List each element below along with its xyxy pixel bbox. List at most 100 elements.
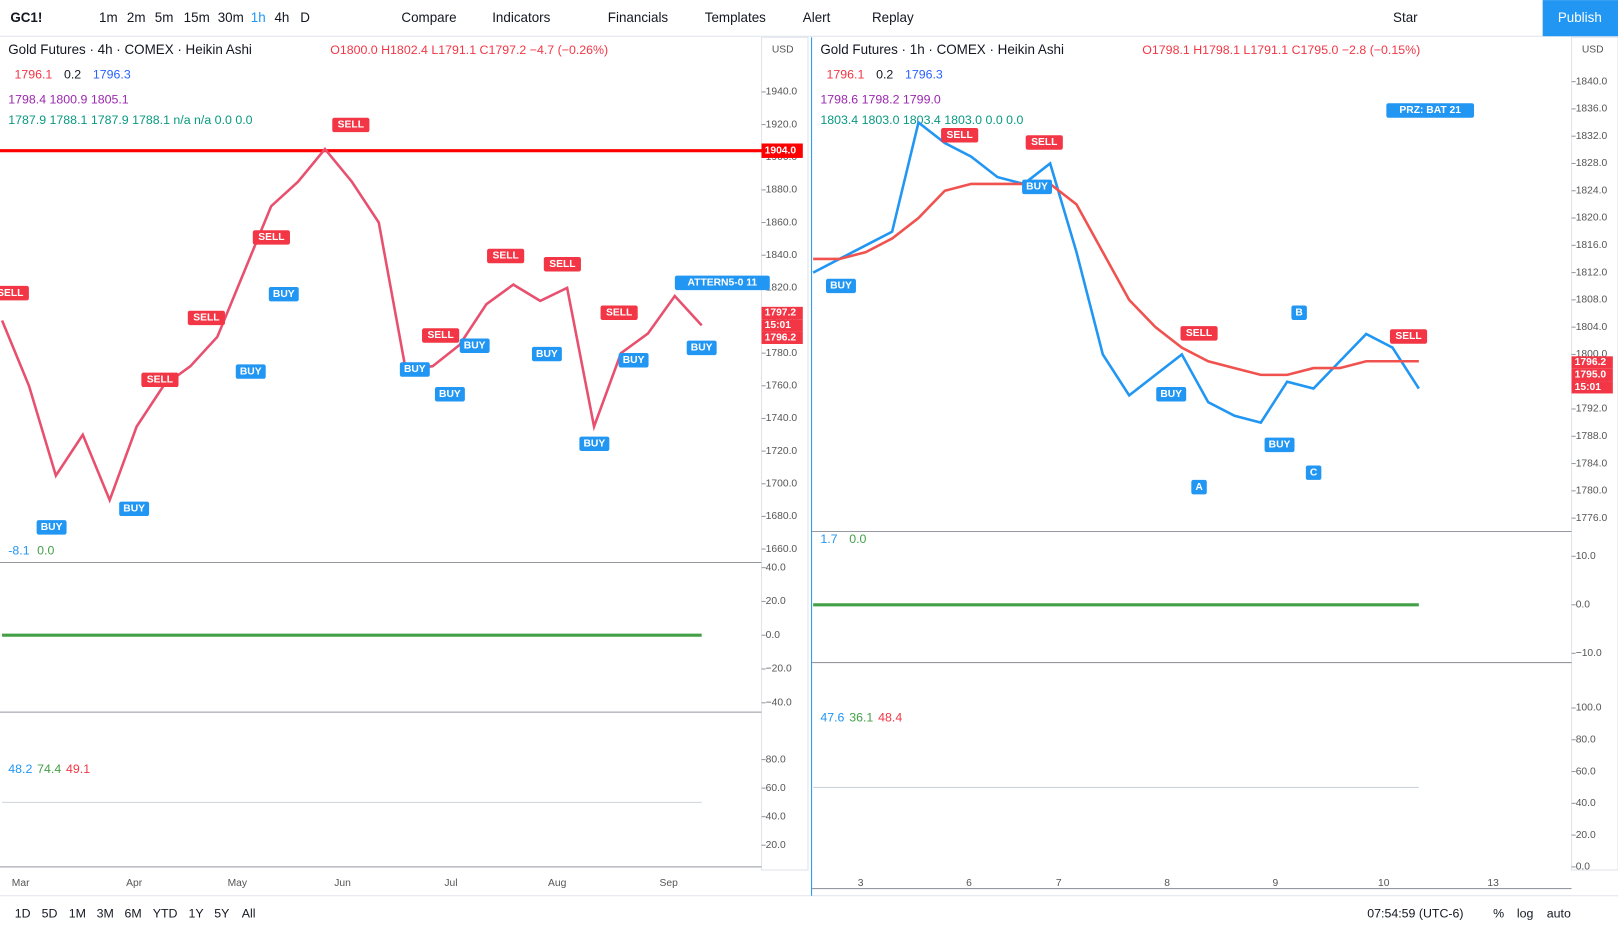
indicator-value: 36.1 bbox=[849, 711, 873, 725]
y-tick-label: 1812.0 bbox=[1576, 267, 1608, 278]
signal-label bbox=[235, 364, 266, 379]
x-tick-label: Jun bbox=[334, 878, 351, 889]
interval[interactable]: 2m bbox=[127, 10, 146, 25]
range-button[interactable]: 1M bbox=[69, 907, 86, 921]
signal-text: BUY bbox=[41, 522, 63, 533]
y-tick-label: 1740.0 bbox=[766, 413, 798, 424]
indicator-value: 74.4 bbox=[37, 762, 61, 776]
y-tick-label: 1824.0 bbox=[1576, 185, 1608, 196]
signal-text: SELL bbox=[606, 307, 632, 318]
interval[interactable]: D bbox=[300, 10, 310, 25]
legend-text: Gold Futures · 4h · COMEX · Heikin Ashi bbox=[8, 42, 252, 57]
signal-label bbox=[618, 353, 649, 368]
y-tick-label: 20.0 bbox=[766, 840, 786, 851]
level-tag bbox=[761, 143, 803, 158]
log-toggle[interactable]: log bbox=[1517, 907, 1534, 921]
interval[interactable]: 15m bbox=[184, 10, 210, 25]
signal-text: ATTERN5-0 11 bbox=[688, 278, 758, 289]
y-tick-label: −20.0 bbox=[766, 664, 792, 675]
star-button[interactable]: Star bbox=[1393, 10, 1418, 25]
signal-text: SELL bbox=[0, 288, 23, 299]
signal-label bbox=[1386, 103, 1475, 118]
signal-label bbox=[119, 501, 150, 517]
publish-button[interactable] bbox=[1542, 0, 1618, 37]
signal-label bbox=[543, 257, 581, 272]
interval[interactable]: 1h bbox=[251, 10, 266, 25]
signal-label bbox=[487, 248, 525, 264]
range-button[interactable]: 5D bbox=[42, 907, 58, 921]
signal-text: SELL bbox=[147, 375, 173, 386]
range-button[interactable]: 3M bbox=[97, 907, 114, 921]
x-tick-label: Apr bbox=[126, 878, 143, 889]
indicator-value: 0.0 bbox=[849, 532, 866, 546]
signal-text: B bbox=[1295, 307, 1302, 318]
y-tick-label: 60.0 bbox=[1576, 766, 1596, 777]
range-button[interactable]: YTD bbox=[153, 907, 178, 921]
y-tick-label: 1700.0 bbox=[766, 478, 798, 489]
signal-text: BUY bbox=[404, 364, 426, 375]
price-tag bbox=[1571, 356, 1613, 369]
x-tick-label: 10 bbox=[1378, 878, 1390, 889]
y-tick-label: 1840.0 bbox=[1576, 76, 1608, 87]
range-button[interactable]: 1D bbox=[15, 907, 31, 921]
y-tick-label: 1776.0 bbox=[1576, 513, 1608, 524]
interval[interactable]: 4h bbox=[274, 10, 289, 25]
legend-text: 1796.3 bbox=[93, 68, 131, 82]
publish-label[interactable]: Publish bbox=[1558, 10, 1602, 25]
auto-toggle[interactable]: auto bbox=[1547, 907, 1571, 921]
price-tag bbox=[1571, 381, 1613, 394]
y-tick-label: 1840.0 bbox=[766, 250, 798, 261]
y-tick-label: 20.0 bbox=[766, 596, 786, 607]
y-tick-label: 1940.0 bbox=[766, 87, 798, 98]
signal-text: BUY bbox=[1026, 182, 1048, 193]
signal-text: BUY bbox=[439, 389, 461, 400]
x-tick-label: 6 bbox=[966, 878, 972, 889]
y-tick-label: 0.0 bbox=[766, 630, 781, 641]
clock: 07:54:59 (UTC-6) bbox=[1367, 907, 1463, 921]
toolbar-button[interactable]: Replay bbox=[872, 10, 914, 25]
legend-text: 1798.4 1800.9 1805.1 bbox=[8, 92, 129, 106]
y-tick-label: −10.0 bbox=[1576, 648, 1602, 659]
price-tag bbox=[761, 306, 803, 320]
y-tick-label: 1920.0 bbox=[766, 119, 798, 130]
indicator-value: 1.7 bbox=[820, 532, 837, 546]
indicator-value: 47.6 bbox=[820, 711, 844, 725]
toolbar-button[interactable]: Alert bbox=[803, 10, 831, 25]
toolbar-button[interactable]: Financials bbox=[608, 10, 669, 25]
toolbar-button[interactable]: Templates bbox=[705, 10, 766, 25]
y-tick-label: 1780.0 bbox=[766, 348, 798, 359]
symbol[interactable]: GC1! bbox=[10, 10, 42, 25]
x-tick-label: Jul bbox=[444, 878, 457, 889]
legend-text: 1796.3 bbox=[905, 68, 943, 82]
signal-label bbox=[941, 128, 979, 143]
x-tick-label: May bbox=[228, 878, 248, 889]
signal-text: BUY bbox=[623, 355, 645, 366]
signal-label bbox=[826, 278, 856, 294]
indicator-value: 48.2 bbox=[8, 762, 32, 776]
interval[interactable]: 1m bbox=[99, 10, 118, 25]
toolbar-button[interactable]: Indicators bbox=[492, 10, 550, 25]
signal-label bbox=[579, 436, 610, 452]
y-tick-label: 60.0 bbox=[766, 783, 786, 794]
signal-label bbox=[434, 387, 465, 402]
y-tick-label: 1784.0 bbox=[1576, 458, 1608, 469]
signal-label bbox=[1264, 437, 1295, 453]
signal-label bbox=[399, 362, 430, 377]
toolbar-button[interactable]: Compare bbox=[401, 10, 456, 25]
signal-text: BUY bbox=[536, 349, 558, 360]
range-button[interactable]: 5Y bbox=[214, 907, 229, 921]
legend-text: 1803.4 1803.0 1803.4 1803.0 0.0 0.0 bbox=[820, 113, 1023, 127]
signal-text: BUY bbox=[691, 343, 713, 354]
range-button[interactable]: 6M bbox=[125, 907, 142, 921]
signal-text: BUY bbox=[273, 289, 295, 300]
y-tick-label: 1780.0 bbox=[1576, 486, 1608, 497]
y-tick-label: 1760.0 bbox=[766, 381, 798, 392]
x-tick-label: 9 bbox=[1273, 878, 1279, 889]
signal-label bbox=[268, 286, 299, 302]
interval[interactable]: 30m bbox=[218, 10, 244, 25]
percent-toggle[interactable]: % bbox=[1493, 907, 1504, 921]
y-tick-label: 1660.0 bbox=[766, 544, 798, 555]
range-button[interactable]: 1Y bbox=[188, 907, 203, 921]
interval[interactable]: 5m bbox=[155, 10, 174, 25]
range-button[interactable]: All bbox=[242, 907, 256, 921]
